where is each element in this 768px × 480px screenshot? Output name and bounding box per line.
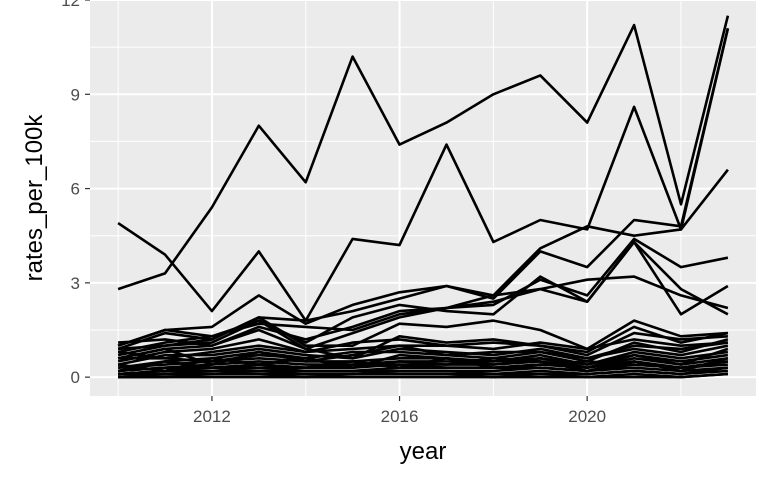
series-line-2	[117, 28, 730, 322]
y-axis: 0 3 6 9 12	[61, 0, 90, 387]
series-line-3	[117, 168, 729, 347]
x-axis-title: year	[400, 438, 447, 465]
series-line-24	[118, 372, 728, 379]
series-line-10	[118, 319, 729, 360]
series-line-23	[118, 372, 728, 379]
series-line-12	[118, 338, 728, 360]
minor-gridlines	[90, 0, 756, 396]
series-line-7	[117, 275, 729, 360]
series-line-28	[117, 356, 729, 373]
series-line-14	[117, 344, 729, 369]
y-tick-label: 3	[71, 274, 80, 293]
x-tick-label: 2020	[568, 407, 606, 426]
x-tick-label: 2012	[193, 407, 231, 426]
series-line-9	[117, 316, 728, 357]
series-line-8	[117, 240, 729, 347]
series-lines	[117, 15, 730, 379]
y-axis-title: rates_per_100k	[21, 114, 48, 282]
y-tick-label: 9	[71, 85, 80, 104]
y-tick-label: 12	[61, 0, 80, 10]
series-line-1	[117, 15, 730, 291]
y-tick-label: 0	[71, 368, 80, 387]
series-line-27	[117, 338, 729, 366]
x-axis: 2012 2016 2020	[193, 396, 606, 426]
series-line-11	[117, 331, 728, 363]
x-tick-label: 2016	[381, 407, 419, 426]
y-tick-label: 6	[71, 180, 80, 199]
